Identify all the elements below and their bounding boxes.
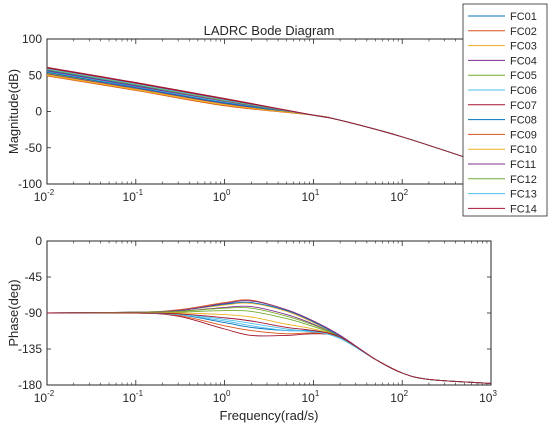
magnitude-y-label: Magnitude(dB) [6, 69, 21, 154]
legend-label-fc02: FC02 [510, 26, 537, 38]
phase-axes: -180 -135 -90 -45 0 10-2 10-1 100 101 102 103 Pha… [6, 234, 497, 423]
phase-y-tick-label: -135 [18, 342, 42, 356]
legend-label-fc14: FC14 [510, 203, 537, 215]
legend-label-fc03: FC03 [510, 41, 537, 53]
phase-x-tick-label: 10-1 [123, 389, 144, 405]
frequency-x-label: Frequency(rad/s) [220, 408, 319, 423]
magnitude-x-tick-label: 10-2 [34, 188, 55, 204]
legend-label-fc04: FC04 [510, 55, 537, 67]
phase-y-ticks: -180 -135 -90 -45 0 [18, 234, 491, 392]
phase-x-tick-label: 102 [390, 389, 408, 405]
magnitude-plot-area [46, 38, 492, 185]
phase-x-tick-label: 101 [301, 389, 319, 405]
magnitude-x-tick-label: 101 [301, 188, 319, 204]
phase-line-fc14 [47, 312, 491, 384]
phase-y-label: Phase(deg) [6, 279, 21, 346]
legend-label-fc05: FC05 [510, 70, 537, 82]
legend-label-fc07: FC07 [510, 100, 537, 112]
phase-x-ticks: 10-2 10-1 100 101 102 103 [34, 241, 497, 405]
legend-label-fc08: FC08 [510, 115, 537, 127]
legend-label-fc09: FC09 [510, 129, 537, 141]
legend-label-fc11: FC11 [510, 159, 536, 171]
legend-label-fc12: FC12 [510, 174, 537, 186]
phase-y-tick-label: -45 [25, 270, 43, 284]
phase-y-tick-label: -180 [18, 378, 42, 392]
phase-x-tick-label: 103 [479, 389, 497, 405]
chart-title: LADRC Bode Diagram [204, 23, 335, 38]
magnitude-y-tick-label: 100 [22, 32, 42, 46]
phase-x-tick-label: 10-2 [34, 389, 55, 405]
phase-y-tick-label: -90 [25, 306, 43, 320]
legend-label-fc01: FC01 [510, 11, 537, 23]
magnitude-x-tick-label: 10-1 [123, 188, 144, 204]
legend-label-fc06: FC06 [510, 85, 537, 97]
magnitude-series-lines [47, 66, 491, 167]
phase-y-tick-label: 0 [35, 234, 42, 248]
magnitude-line-fc14 [47, 67, 491, 167]
legend: FC01 FC02 FC03 FC04 FC05 FC06 FC07 FC08 FC09 FC10… [462, 3, 548, 217]
magnitude-x-tick-label: 102 [390, 188, 408, 204]
legend-box [462, 3, 548, 217]
legend-label-fc13: FC13 [510, 189, 537, 201]
legend-label-fc10: FC10 [510, 144, 537, 156]
phase-series-lines [47, 299, 491, 384]
magnitude-y-tick-label: 50 [29, 68, 43, 82]
magnitude-y-ticks: -100 -50 0 50 100 [18, 32, 491, 191]
magnitude-y-tick-label: -100 [18, 177, 42, 191]
magnitude-y-tick-label: 0 [35, 105, 42, 119]
magnitude-x-tick-label: 100 [213, 188, 231, 204]
magnitude-y-tick-label: -50 [25, 141, 43, 155]
phase-x-tick-label: 100 [213, 389, 231, 405]
legend-items: FC01 FC02 FC03 FC04 FC05 FC06 FC07 FC08 FC09 FC10… [468, 11, 537, 215]
